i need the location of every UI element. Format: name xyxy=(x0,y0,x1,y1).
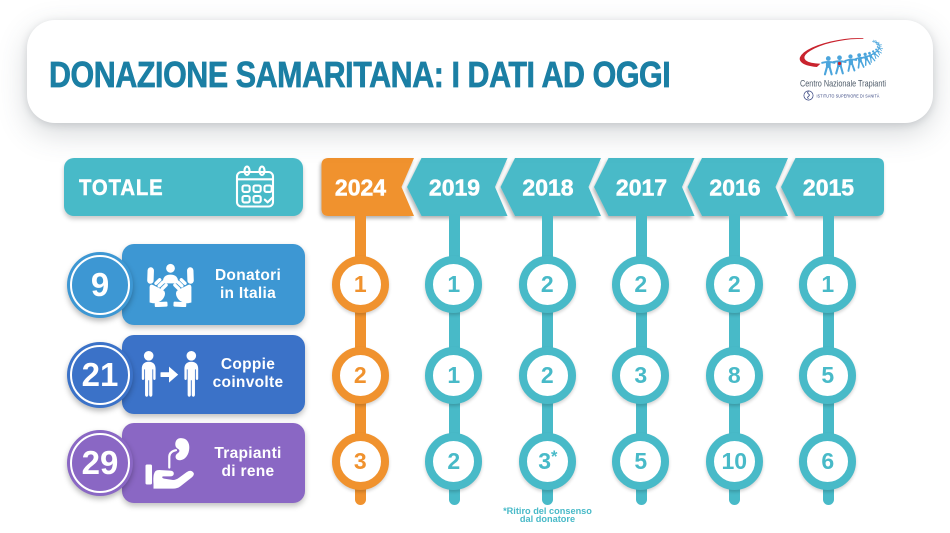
svg-text:2016: 2016 xyxy=(709,175,760,201)
svg-text:2017: 2017 xyxy=(616,175,667,201)
svg-text:Centro Nazionale Trapianti: Centro Nazionale Trapianti xyxy=(800,79,886,89)
svg-text:2015: 2015 xyxy=(803,175,854,201)
svg-text:2024: 2024 xyxy=(335,175,386,201)
svg-text:ISTITUTO SUPERIORE DI SANITÀ: ISTITUTO SUPERIORE DI SANITÀ xyxy=(817,93,881,99)
svg-text:2018: 2018 xyxy=(522,175,573,201)
svg-text:2019: 2019 xyxy=(429,175,480,201)
